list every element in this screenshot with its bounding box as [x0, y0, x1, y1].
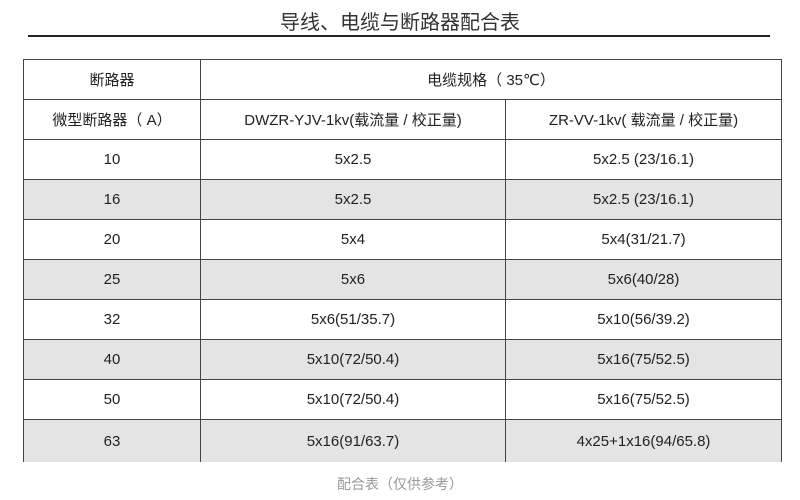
table-row: 40 5x10(72/50.4) 5x16(75/52.5) [23, 339, 783, 380]
cell-breaker: 40 [23, 339, 201, 380]
cell-yjv: 5x16(91/63.7) [200, 419, 506, 462]
cell-yjv: 5x10(72/50.4) [200, 339, 506, 380]
subheader-vv: ZR-VV-1kv( 载流量 / 校正量) [504, 99, 783, 140]
table-row: 10 5x2.5 5x2.5 (23/16.1) [23, 139, 783, 180]
table-row: 32 5x6(51/35.7) 5x10(56/39.2) [23, 299, 783, 340]
cell-breaker: 10 [23, 139, 201, 180]
cell-yjv: 5x4 [200, 219, 506, 260]
cell-breaker: 50 [23, 379, 201, 420]
cell-breaker: 20 [23, 219, 201, 260]
table-row: 16 5x2.5 5x2.5 (23/16.1) [23, 179, 783, 220]
table-row: 25 5x6 5x6(40/28) [23, 259, 783, 300]
cell-yjv: 5x6(51/35.7) [200, 299, 506, 340]
subheader-yjv: DWZR-YJV-1kv(载流量 / 校正量) [200, 99, 506, 140]
cell-vv: 5x4(31/21.7) [504, 219, 783, 260]
breaker-cable-table: 断路器 电缆规格（ 35℃） 微型断路器（ A） DWZR-YJV-1kv(载流… [23, 59, 783, 462]
subheader-breaker: 微型断路器（ A） [23, 99, 201, 140]
table-row: 63 5x16(91/63.7) 4x25+1x16(94/65.8) [23, 419, 783, 462]
cell-yjv: 5x10(72/50.4) [200, 379, 506, 420]
header-cable-spec: 电缆规格（ 35℃） [199, 59, 783, 100]
cell-breaker: 25 [23, 259, 201, 300]
header-breaker: 断路器 [23, 59, 201, 100]
cell-breaker: 16 [23, 179, 201, 220]
subheader-row: 微型断路器（ A） DWZR-YJV-1kv(载流量 / 校正量) ZR-VV-… [23, 99, 783, 140]
header-row: 断路器 电缆规格（ 35℃） [23, 59, 783, 100]
cell-vv: 4x25+1x16(94/65.8) [504, 419, 783, 462]
table-caption: 配合表（仅供参考） [337, 477, 463, 493]
table-row: 20 5x4 5x4(31/21.7) [23, 219, 783, 260]
cell-breaker: 32 [23, 299, 201, 340]
table-row: 50 5x10(72/50.4) 5x16(75/52.5) [23, 379, 783, 420]
cell-yjv: 5x6 [200, 259, 506, 300]
cell-breaker: 63 [23, 419, 201, 462]
cell-vv: 5x16(75/52.5) [504, 379, 783, 420]
title-divider [28, 35, 770, 37]
cell-vv: 5x6(40/28) [504, 259, 783, 300]
page-title: 导线、电缆与断路器配合表 [280, 10, 520, 34]
cell-vv: 5x16(75/52.5) [504, 339, 783, 380]
cell-vv: 5x10(56/39.2) [504, 299, 783, 340]
cell-vv: 5x2.5 (23/16.1) [504, 139, 783, 180]
cell-vv: 5x2.5 (23/16.1) [504, 179, 783, 220]
cell-yjv: 5x2.5 [200, 179, 506, 220]
cell-yjv: 5x2.5 [200, 139, 506, 180]
